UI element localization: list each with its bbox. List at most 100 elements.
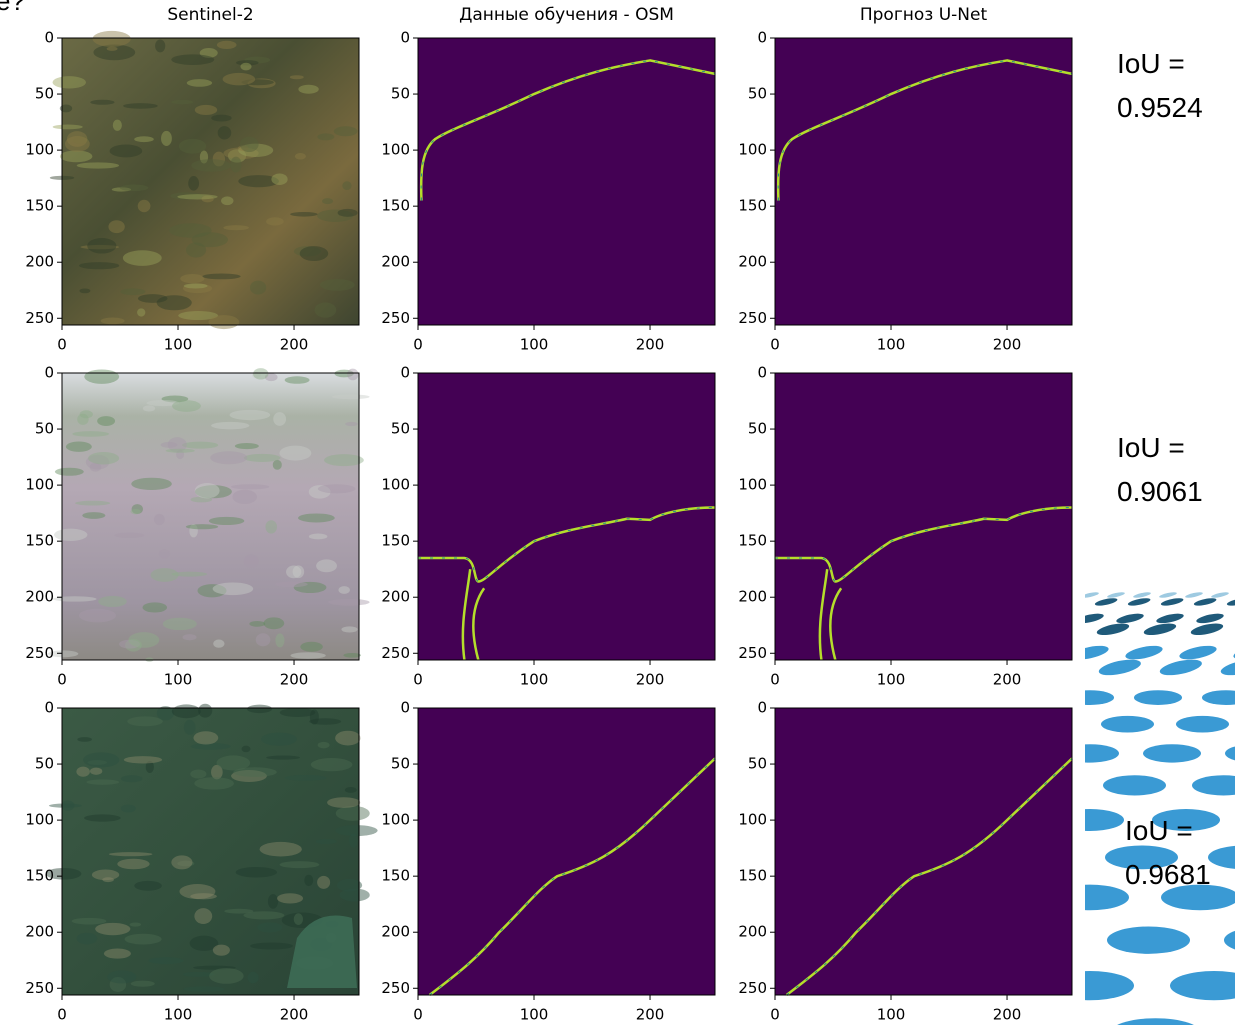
texture [202,274,240,280]
texture [88,452,119,465]
decoration-bg [1085,588,1235,1025]
y-tick-label: 150 [25,867,54,885]
texture [77,933,98,945]
texture [72,431,109,437]
x-tick-label: 0 [770,671,780,689]
texture [322,198,333,204]
texture [75,501,110,506]
texture [110,145,143,158]
texture [183,986,224,991]
texture [131,981,155,987]
texture [298,513,335,522]
iou-label: IoU = [1117,432,1185,463]
texture [280,708,316,717]
texture [117,859,149,870]
texture [217,41,237,49]
texture [53,125,83,130]
texture [143,602,168,612]
texture [171,54,214,65]
x-tick-label: 0 [57,336,67,354]
panel: 0501001502002500100200 [381,699,715,1024]
column-title: Прогноз U-Net [860,5,988,25]
texture [129,922,141,926]
y-tick-label: 250 [381,309,410,327]
y-tick-label: 150 [381,197,410,215]
texture [223,73,256,85]
y-tick-label: 150 [381,867,410,885]
x-tick-label: 0 [770,336,780,354]
texture [120,184,148,191]
texture [172,400,201,412]
decoration-ellipse [1066,690,1114,705]
texture [183,634,197,640]
texture [232,490,257,504]
texture [137,308,145,316]
texture [290,75,304,79]
mask-image [418,708,715,995]
texture [304,875,313,886]
texture [221,196,233,205]
texture [66,441,92,451]
y-tick-label: 200 [25,923,54,941]
texture [120,288,145,295]
texture [182,442,218,449]
texture [256,633,271,646]
texture [298,85,318,94]
texture [315,302,337,317]
x-tick-label: 0 [57,1006,67,1024]
texture [171,855,192,869]
y-tick-label: 50 [748,420,767,438]
texture [345,422,357,426]
y-tick-label: 200 [738,588,767,606]
texture [95,923,130,935]
texture [198,704,212,718]
texture [347,369,358,381]
texture [179,139,206,154]
texture [79,288,90,293]
texture [131,478,172,490]
texture [250,942,293,949]
texture [236,867,277,878]
x-tick-label: 200 [280,336,309,354]
texture [224,909,253,914]
texture [208,315,239,329]
texture [194,908,212,924]
texture [193,731,218,744]
x-tick-label: 100 [877,1006,906,1024]
texture [161,442,178,448]
column-title: Sentinel-2 [167,5,253,25]
y-tick-label: 150 [25,197,54,215]
texture [240,137,259,152]
texture [171,100,193,104]
texture [77,414,88,425]
texture [332,394,370,399]
texture [309,534,328,540]
texture [230,157,241,173]
texture [60,150,93,162]
texture [195,483,220,498]
panel: 0501001502002500100200 [25,29,359,354]
texture [265,520,277,533]
decoration-ellipse [1176,716,1229,733]
texture [163,618,197,630]
texture [249,621,265,627]
texture [186,524,218,529]
y-tick-label: 0 [757,699,767,717]
texture [107,970,136,983]
y-tick-label: 100 [738,141,767,159]
x-tick-label: 200 [636,1006,665,1024]
texture [169,223,212,237]
y-tick-label: 0 [757,364,767,382]
y-tick-label: 0 [757,29,767,47]
texture [317,876,330,889]
decoration-ellipse [1101,716,1154,733]
texture [54,529,87,541]
texture [134,881,162,891]
texture [97,416,115,426]
texture [275,633,284,647]
y-tick-label: 200 [25,253,54,271]
texture [218,126,232,139]
texture [342,181,351,190]
texture [217,755,251,770]
texture [121,775,142,782]
